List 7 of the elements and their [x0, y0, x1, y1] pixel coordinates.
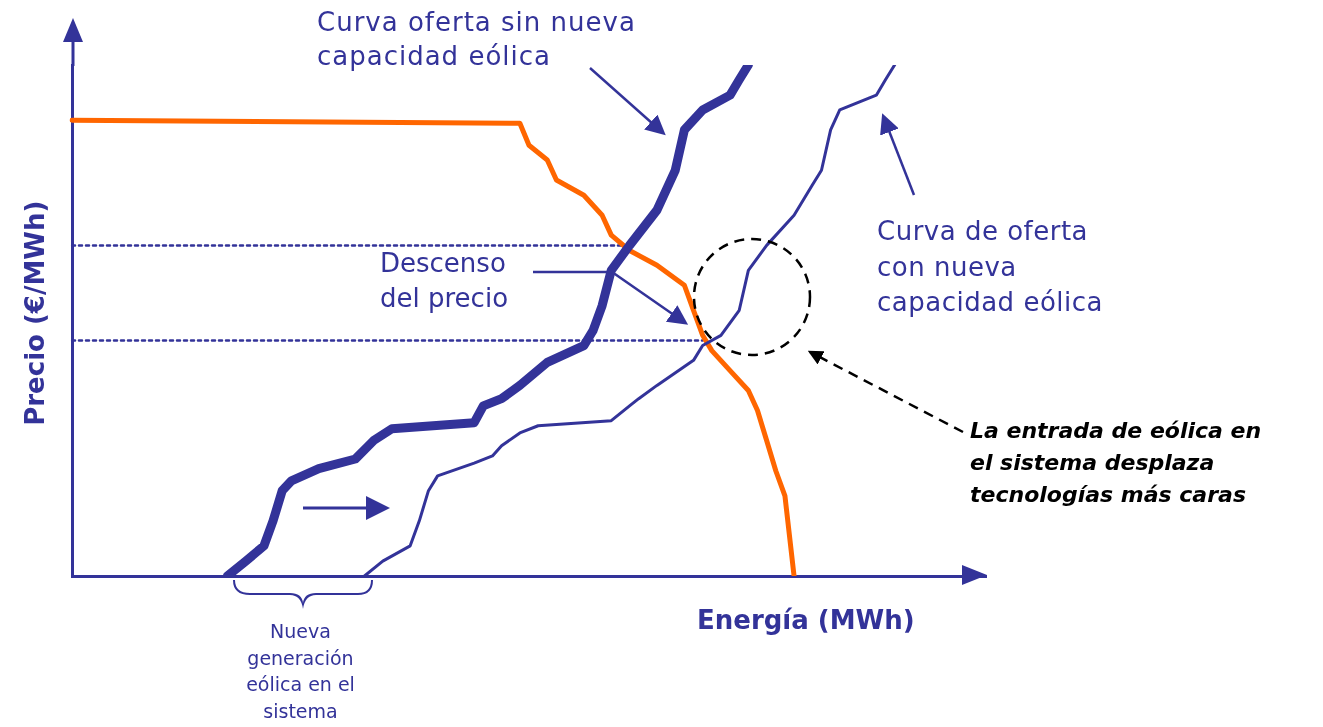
y-axis-title: Precio (€/MWh): [18, 199, 51, 428]
x-axis-title: Energía (MWh): [697, 604, 915, 637]
text: Curva oferta sin nueva capacidad eólica: [317, 6, 637, 73]
text: Curva de oferta con nueva capacidad eólica: [877, 215, 1104, 320]
annotation: Descenso del precio: [380, 247, 510, 316]
annotation: La entrada de eólica en el sistema desplaza tecnologías más caras: [970, 417, 1263, 509]
text: Nueva generación eólica en el sistema: [245, 619, 356, 724]
